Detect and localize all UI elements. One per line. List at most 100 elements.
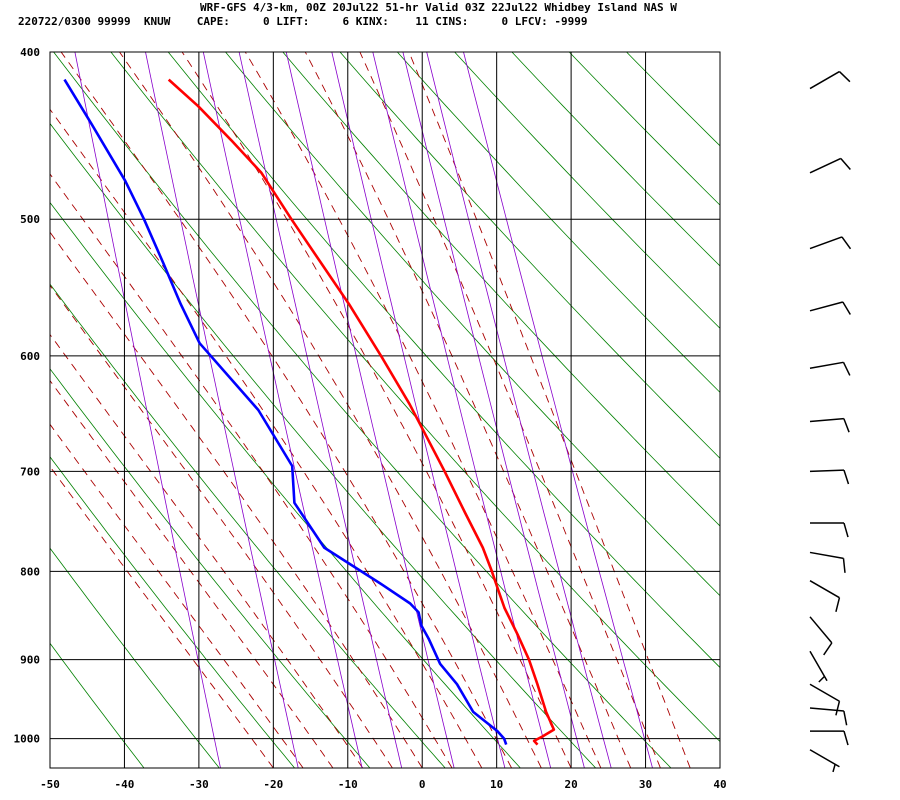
- mixing-ratio-line: [463, 52, 653, 768]
- x-tick-label: 0: [419, 778, 426, 791]
- x-tick-label: -30: [189, 778, 209, 791]
- wind-barb-shaft: [809, 580, 840, 599]
- wind-barb-flag: [840, 157, 851, 170]
- wind-barb: [809, 580, 841, 613]
- y-tick-label: 400: [20, 46, 40, 59]
- x-tick-label: 30: [639, 778, 652, 791]
- wind-barb: [809, 616, 833, 656]
- wind-barb: [809, 417, 850, 433]
- mixing-ratio-line: [426, 52, 612, 768]
- wind-barb-flag: [843, 418, 850, 433]
- wind-barb-flag: [841, 236, 852, 250]
- mixing-ratio-line: [402, 52, 585, 768]
- dry-adiabat-line: [454, 52, 720, 329]
- plot-frame: [49, 51, 721, 769]
- dry-adiabat-line: [282, 52, 720, 527]
- mixing-ratio-line: [331, 52, 506, 768]
- dry-adiabat-line: [568, 52, 720, 206]
- wind-barb-flag: [838, 71, 851, 83]
- moist-adiabat-line: [119, 52, 542, 768]
- grid-lines: [49, 51, 721, 768]
- dry-adiabat-line: [50, 642, 145, 768]
- chart-title: WRF-GFS 4/3-km, 00Z 20Jul22 51-hr Valid …: [200, 1, 677, 14]
- mixing-ratio-line: [74, 52, 221, 768]
- wind-barb-flag: [835, 701, 841, 716]
- dry-adiabat-line: [626, 52, 720, 147]
- y-tick-label: 500: [20, 213, 40, 226]
- moist-adiabat-line: [50, 379, 334, 768]
- dry-adiabat-line: [167, 52, 720, 669]
- mixing-ratio-line: [238, 52, 403, 768]
- wind-barb: [809, 301, 851, 315]
- wind-barb-flag: [843, 469, 850, 485]
- y-tick-label: 1000: [14, 733, 41, 746]
- wind-barb-flag: [823, 642, 833, 656]
- wind-barb-shaft: [809, 361, 844, 369]
- wind-barb-shaft: [809, 616, 833, 644]
- mixing-ratio-line: [372, 52, 552, 768]
- wind-barb: [810, 730, 849, 746]
- x-tick-label: 10: [490, 778, 503, 791]
- moist-adiabat-line: [50, 333, 364, 768]
- x-tick-label: 40: [713, 778, 726, 791]
- wind-barb-half-flag: [832, 764, 836, 773]
- wind-barb-half-flag: [818, 675, 826, 683]
- wind-barb: [809, 469, 850, 485]
- dry-adiabat-line: [53, 52, 672, 768]
- wind-barb-shaft: [809, 301, 844, 312]
- x-tick-label: -20: [263, 778, 283, 791]
- profiles: [63, 78, 556, 746]
- wind-barb: [809, 551, 846, 573]
- wind-barb: [809, 707, 848, 726]
- wind-barb-shaft: [809, 749, 840, 768]
- axis-tick-labels: 400 500 600 700 800 900 1000 -50 -40 -30 -20 -10 0 10…: [14, 46, 727, 791]
- temperature-profile-line: [167, 78, 556, 746]
- y-tick-label: 600: [20, 350, 40, 363]
- wind-barb-shaft: [809, 469, 845, 473]
- x-tick-label: -50: [40, 778, 60, 791]
- dry-adiabat-line: [50, 122, 596, 768]
- wind-barb: [809, 749, 840, 773]
- moist-adiabat-line: [50, 108, 483, 768]
- moist-adiabat-line: [408, 52, 691, 768]
- wind-barb: [809, 70, 851, 90]
- x-tick-label: -40: [115, 778, 135, 791]
- moist-adiabat-line: [359, 52, 661, 768]
- dry-adiabat-line: [50, 456, 295, 768]
- dry-adiabat-line: [50, 547, 220, 768]
- y-tick-label: 800: [20, 565, 40, 578]
- wind-barb: [810, 522, 849, 538]
- dry-adiabat-line: [110, 52, 720, 743]
- moist-adiabat-line: [181, 52, 572, 768]
- wind-barb-flag: [843, 730, 849, 746]
- mixing-ratio-line: [285, 52, 455, 768]
- dry-adiabat-line: [397, 52, 720, 393]
- dry-adiabat-line: [50, 201, 521, 768]
- mixing-ratio-line: [202, 52, 363, 768]
- wind-barb: [809, 157, 851, 174]
- dry-adiabat-line: [511, 52, 720, 267]
- dry-adiabat-line: [225, 52, 720, 597]
- wind-barb: [809, 361, 851, 376]
- wind-barb: [809, 236, 852, 250]
- moist-adiabat-line: [50, 231, 423, 768]
- wind-barb-flag: [842, 301, 851, 315]
- dewpoint-profile-line: [63, 78, 508, 746]
- wind-barb-flag: [843, 522, 849, 538]
- moist-adiabat-line: [50, 173, 453, 768]
- dry-adiabat-line: [50, 368, 371, 768]
- wind-barb-shaft: [809, 236, 843, 250]
- wind-barb-shaft: [809, 157, 842, 174]
- wind-barb-flag: [842, 558, 846, 573]
- wind-barb: [809, 683, 841, 716]
- wind-barb-flag: [835, 597, 841, 613]
- mixing-ratio-line: [145, 52, 299, 768]
- wind-barb-shaft: [809, 417, 844, 423]
- moist-adiabat-line: [244, 52, 602, 768]
- x-tick-label: 20: [564, 778, 577, 791]
- y-tick-label: 900: [20, 654, 40, 667]
- moist-adiabat-line: [60, 52, 512, 768]
- x-tick-label: -10: [338, 778, 358, 791]
- y-tick-label: 700: [20, 465, 40, 478]
